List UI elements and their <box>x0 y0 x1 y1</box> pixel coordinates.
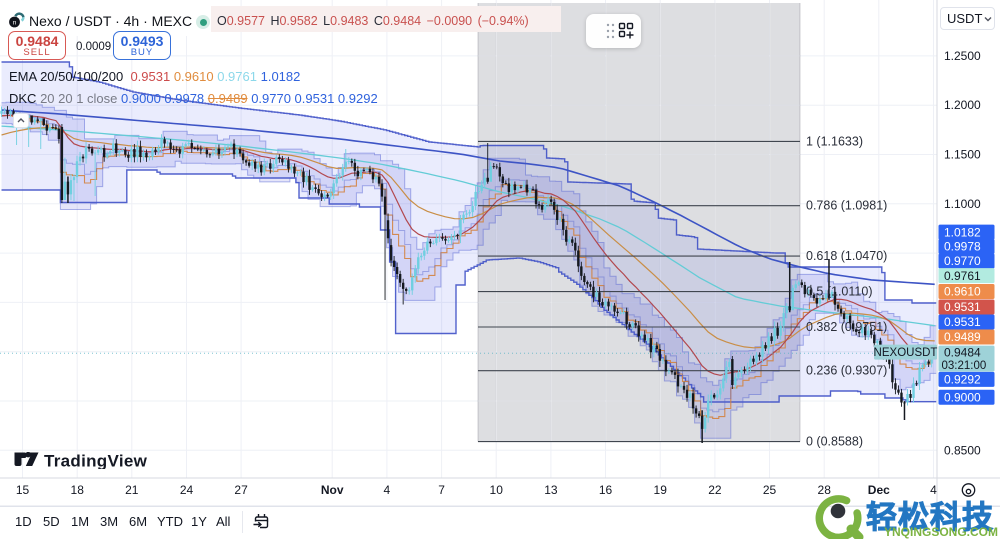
svg-text:1 (1.1633): 1 (1.1633) <box>806 134 863 148</box>
svg-text:1.2500: 1.2500 <box>944 49 981 63</box>
svg-text:0.618 (1.0470): 0.618 (1.0470) <box>806 249 887 263</box>
svg-text:27: 27 <box>234 483 248 497</box>
svg-text:0.236 (0.9307): 0.236 (0.9307) <box>806 364 887 378</box>
svg-text:0.9610: 0.9610 <box>944 285 981 299</box>
svg-text:03:21:00: 03:21:00 <box>942 360 987 372</box>
svg-text:TradingView: TradingView <box>44 452 148 469</box>
svg-text:4: 4 <box>930 483 937 497</box>
svg-text:0.382 (0.9751): 0.382 (0.9751) <box>806 320 887 334</box>
svg-text:NEXOUSDT: NEXOUSDT <box>874 347 938 359</box>
svg-text:Dec: Dec <box>868 483 890 497</box>
svg-text:0.5 (1.0110): 0.5 (1.0110) <box>806 285 872 299</box>
svg-text:13: 13 <box>544 483 558 497</box>
svg-text:0.9770: 0.9770 <box>944 254 981 268</box>
svg-text:0.9000: 0.9000 <box>944 390 981 404</box>
svg-text:7: 7 <box>438 483 445 497</box>
svg-text:0.9489: 0.9489 <box>944 330 981 344</box>
svg-text:n: n <box>13 20 17 27</box>
svg-text:21: 21 <box>125 483 139 497</box>
svg-text:1.1500: 1.1500 <box>944 148 981 162</box>
svg-text:1.2000: 1.2000 <box>944 98 981 112</box>
svg-text:0.9978: 0.9978 <box>944 240 981 254</box>
svg-text:22: 22 <box>708 483 722 497</box>
svg-text:0.9531: 0.9531 <box>944 300 981 314</box>
svg-text:0.9292: 0.9292 <box>944 373 981 387</box>
svg-text:0.9484: 0.9484 <box>944 345 981 359</box>
svg-text:1.1000: 1.1000 <box>944 197 981 211</box>
svg-text:0.786 (1.0981): 0.786 (1.0981) <box>806 199 887 213</box>
svg-text:28: 28 <box>818 483 832 497</box>
svg-text:10: 10 <box>490 483 504 497</box>
svg-text:24: 24 <box>180 483 194 497</box>
svg-text:1.0182: 1.0182 <box>944 225 981 239</box>
svg-text:25: 25 <box>763 483 777 497</box>
svg-text:0 (0.8588): 0 (0.8588) <box>806 435 863 449</box>
svg-text:19: 19 <box>654 483 668 497</box>
svg-text:15: 15 <box>16 483 30 497</box>
svg-text:Nov: Nov <box>321 483 344 497</box>
svg-text:16: 16 <box>599 483 613 497</box>
svg-text:18: 18 <box>71 483 85 497</box>
svg-text:0.9531: 0.9531 <box>944 315 981 329</box>
svg-text:0.8500: 0.8500 <box>944 443 981 457</box>
svg-text:4: 4 <box>384 483 391 497</box>
svg-text:0.9761: 0.9761 <box>944 269 981 283</box>
